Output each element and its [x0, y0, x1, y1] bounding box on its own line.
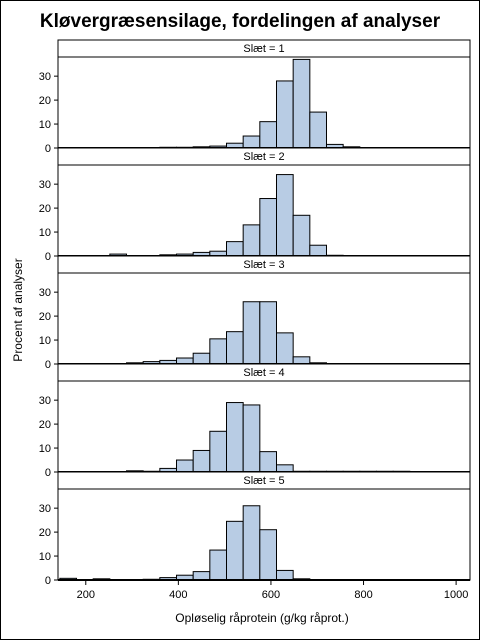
- x-tick-label: 600: [262, 589, 280, 601]
- histogram-bar: [259, 451, 277, 473]
- histogram-bar: [226, 241, 244, 257]
- x-tick-label: 400: [169, 589, 187, 601]
- histogram-bar: [242, 505, 261, 581]
- chart-title: Kløvergræsensilage, fordelingen af analy…: [40, 11, 441, 32]
- panel-strip-label: Slæt = 2: [243, 151, 284, 163]
- histogram-bar: [259, 301, 277, 365]
- panel-5: Slæt = 5 0 10 20 30: [39, 471, 471, 587]
- y-tick-label: 30: [39, 71, 51, 83]
- histogram-bar: [242, 404, 261, 473]
- panel-strip-label: Slæt = 5: [243, 475, 284, 487]
- histogram-bar: [226, 402, 244, 473]
- y-axis-label: Procent af analyser: [11, 258, 25, 361]
- y-tick-label: 20: [39, 95, 51, 107]
- y-tick-label: 30: [39, 503, 51, 515]
- histogram-bar: [242, 224, 261, 257]
- histogram-bar: [275, 80, 294, 149]
- histogram-bar: [209, 549, 228, 581]
- panel-strip-label: Slæt = 1: [243, 43, 284, 55]
- y-tick-label: 20: [39, 527, 51, 539]
- y-tick-label: 0: [45, 575, 51, 587]
- histogram-bar: [292, 214, 311, 257]
- y-tick-label: 20: [39, 311, 51, 323]
- histogram-bar: [259, 529, 277, 581]
- y-tick-label: 0: [45, 359, 51, 371]
- x-tick-label: 1000: [444, 589, 468, 601]
- y-tick-label: 0: [45, 143, 51, 155]
- panel-3: Slæt = 3 0 10 20 30: [39, 255, 471, 371]
- histogram-bar: [209, 430, 228, 473]
- histogram-bar: [292, 356, 311, 365]
- x-axis: 200 400 600 800 1000: [77, 580, 468, 601]
- x-tick-label: 800: [354, 589, 372, 601]
- histogram-bar: [275, 332, 294, 365]
- histogram-bar: [242, 301, 261, 365]
- histogram-bar: [226, 331, 244, 365]
- histogram-bar: [176, 459, 194, 473]
- histogram-bar: [275, 174, 294, 257]
- y-tick-label: 30: [39, 287, 51, 299]
- x-tick-label: 200: [77, 589, 95, 601]
- y-tick-label: 10: [39, 551, 51, 563]
- y-tick-label: 0: [45, 467, 51, 479]
- panel-4: Slæt = 4 0 10 20 30: [39, 363, 471, 479]
- panel-strip-label: Slæt = 4: [243, 367, 284, 379]
- y-tick-label: 0: [45, 251, 51, 263]
- y-tick-label: 30: [39, 395, 51, 407]
- y-tick-label: 10: [39, 119, 51, 131]
- histogram-bar: [309, 244, 327, 257]
- histogram-bar: [292, 58, 311, 149]
- histogram-bar: [192, 571, 211, 581]
- histogram-bar: [192, 449, 211, 473]
- y-tick-label: 30: [39, 179, 51, 191]
- histogram-bar: [259, 121, 277, 149]
- y-tick-label: 20: [39, 419, 51, 431]
- histogram-bar: [242, 135, 261, 149]
- y-tick-label: 10: [39, 335, 51, 347]
- y-tick-label: 10: [39, 443, 51, 455]
- panel-2: Slæt = 2 0 10 20 30: [39, 147, 471, 263]
- panel-strip-label: Slæt = 3: [243, 259, 284, 271]
- panels-group: Slæt = 1 0 10 20 30 Slæt = 2 0 10 20 30 Slæt = 3 0 1…: [39, 39, 471, 587]
- panel-1: Slæt = 1 0 10 20 30: [39, 39, 471, 155]
- histogram-bar: [226, 520, 244, 581]
- histogram-bar: [192, 352, 211, 365]
- x-axis-label: Opløselig råprotein (g/kg råprot.): [175, 611, 348, 625]
- histogram-bar: [259, 198, 277, 257]
- histogram-bar: [209, 338, 228, 365]
- histogram-bar: [275, 569, 294, 581]
- y-tick-label: 20: [39, 203, 51, 215]
- histogram-bar: [275, 464, 294, 473]
- y-tick-label: 10: [39, 227, 51, 239]
- histogram-bar: [309, 111, 327, 149]
